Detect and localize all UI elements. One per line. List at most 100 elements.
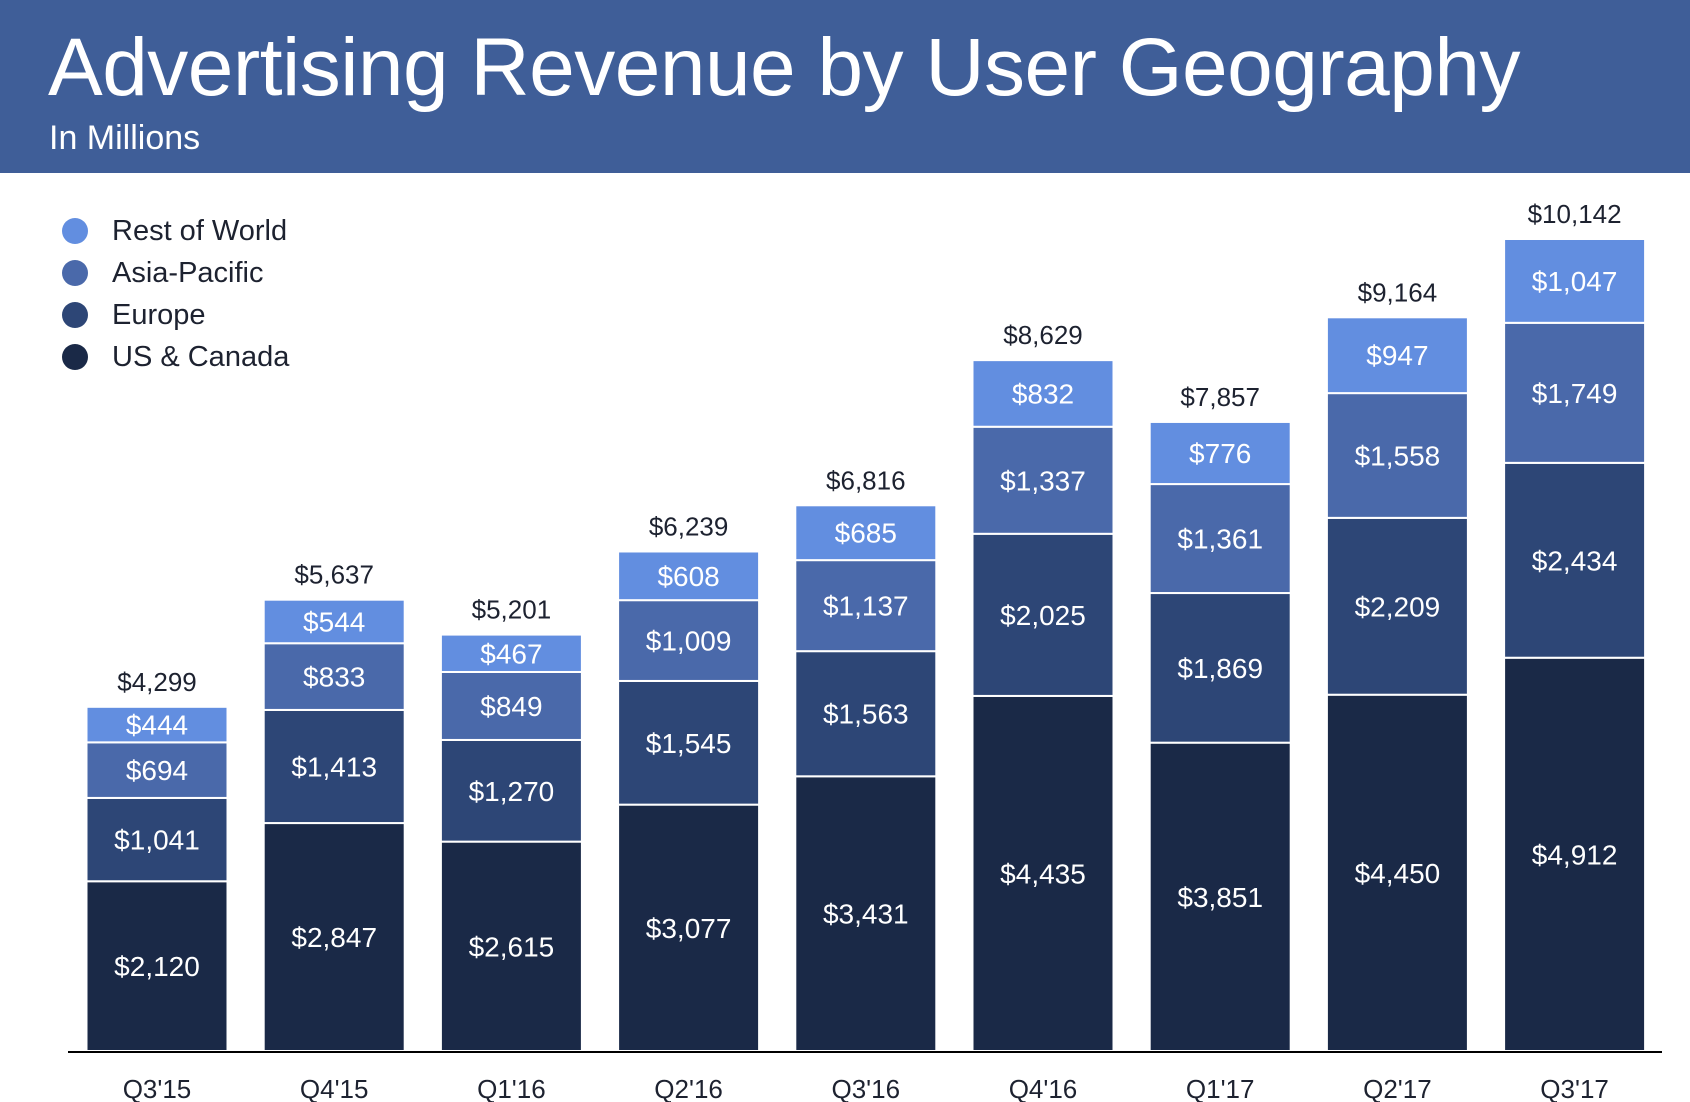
- segment-value-label: $1,337: [1000, 465, 1086, 496]
- legend-label-europe: Europe: [112, 298, 206, 331]
- segment-value-label: $2,847: [291, 922, 377, 953]
- legend-swatch-asia-pacific: [62, 260, 88, 286]
- total-value-label: $5,201: [472, 595, 552, 625]
- x-tick-label: Q3'15: [123, 1074, 192, 1102]
- segment-value-label: $2,025: [1000, 600, 1086, 631]
- bar-segment-rest-of-world: [85, 705, 229, 744]
- segment-value-label: $947: [1366, 340, 1428, 371]
- bar-segment-europe: [439, 738, 583, 843]
- segment-value-label: $694: [126, 755, 188, 786]
- bar-segment-rest-of-world: [1325, 316, 1469, 395]
- bar-segment-asia-pacific: [617, 599, 761, 682]
- bar-segment-europe: [85, 796, 229, 883]
- segment-value-label: $1,749: [1532, 378, 1618, 409]
- segment-value-label: $1,270: [469, 776, 555, 807]
- legend-item-us-canada: US & Canada: [62, 336, 289, 378]
- segment-value-label: $4,912: [1532, 839, 1618, 870]
- bar-segment-rest-of-world: [439, 633, 583, 673]
- header-banner: Advertising Revenue by User Geography In…: [0, 0, 1690, 173]
- bar-segment-rest-of-world: [1503, 238, 1647, 324]
- segment-value-label: $1,545: [646, 728, 732, 759]
- legend-label-rest-of-world: Rest of World: [112, 214, 288, 247]
- bar-segment-us-canada: [262, 822, 406, 1053]
- segment-value-label: $2,120: [114, 951, 200, 982]
- segment-value-label: $1,047: [1532, 266, 1618, 297]
- segment-value-label: $1,869: [1177, 653, 1263, 684]
- x-tick-label: Q3'17: [1540, 1074, 1609, 1102]
- legend-item-europe: Europe: [62, 294, 289, 336]
- legend-item-rest-of-world: Rest of World: [62, 210, 289, 252]
- bar-segment-asia-pacific: [794, 559, 938, 653]
- segment-value-label: $3,431: [823, 899, 909, 930]
- total-value-label: $9,164: [1358, 277, 1438, 307]
- legend-swatch-us-canada: [62, 344, 88, 370]
- x-tick-label: Q4'16: [1009, 1074, 1078, 1102]
- legend-label-asia-pacific: Asia-Pacific: [112, 256, 264, 289]
- total-value-label: $6,239: [649, 511, 729, 541]
- segment-value-label: $2,209: [1355, 591, 1441, 622]
- total-value-label: $6,816: [826, 465, 906, 495]
- bar-segment-europe: [794, 650, 938, 778]
- segment-value-label: $444: [126, 710, 188, 741]
- legend-label-us-canada: US & Canada: [112, 340, 290, 373]
- x-tick-label: Q2'17: [1363, 1074, 1432, 1102]
- segment-value-label: $544: [303, 606, 365, 637]
- segment-value-label: $4,435: [1000, 858, 1086, 889]
- segment-value-label: $1,563: [823, 699, 909, 730]
- segment-value-label: $1,137: [823, 591, 909, 622]
- x-tick-label: Q3'16: [832, 1074, 901, 1102]
- bar-segment-us-canada: [794, 775, 938, 1052]
- x-tick-label: Q1'17: [1186, 1074, 1255, 1102]
- bar-segment-europe: [971, 532, 1115, 697]
- legend: Rest of World Asia-Pacific Europe US & Cana…: [62, 210, 289, 378]
- bar-segment-europe: [262, 708, 406, 825]
- legend-swatch-rest-of-world: [62, 218, 88, 244]
- segment-value-label: $1,413: [291, 751, 377, 782]
- x-tick-label: Q1'16: [477, 1074, 546, 1102]
- legend-item-asia-pacific: Asia-Pacific: [62, 252, 289, 294]
- bar-segment-asia-pacific: [1325, 392, 1469, 519]
- segment-value-label: $776: [1189, 438, 1251, 469]
- stacked-bar-chart: $2,120 $1,041 $694 $444 $4,299 Q3'15 $2,847 $1,…: [68, 199, 1662, 1102]
- segment-value-label: $1,009: [646, 626, 732, 657]
- bar-segment-us-canada: [85, 880, 229, 1053]
- bar-segment-us-canada: [439, 840, 583, 1053]
- bar-segment-asia-pacific: [262, 642, 406, 711]
- segment-value-label: $685: [835, 518, 897, 549]
- total-value-label: $10,142: [1528, 199, 1622, 229]
- bar-segment-us-canada: [617, 803, 761, 1052]
- bar-segment-europe: [1325, 516, 1469, 696]
- bar-segment-rest-of-world: [971, 359, 1115, 428]
- segment-value-label: $2,615: [469, 931, 555, 962]
- segment-value-label: $849: [480, 691, 542, 722]
- segment-value-label: $4,450: [1355, 858, 1441, 889]
- chart-subtitle: In Millions: [49, 119, 201, 157]
- legend-swatch-europe: [62, 302, 88, 328]
- bar-segment-rest-of-world: [262, 598, 406, 645]
- segment-value-label: $833: [303, 662, 365, 693]
- segment-value-label: $608: [657, 561, 719, 592]
- bar-segment-us-canada: [1148, 741, 1292, 1052]
- bar-segment-rest-of-world: [1148, 420, 1292, 486]
- bar-segment-asia-pacific: [1503, 321, 1647, 464]
- x-tick-label: Q4'15: [300, 1074, 369, 1102]
- segment-value-label: $1,558: [1355, 440, 1441, 471]
- bar-segment-us-canada: [1325, 693, 1469, 1052]
- segment-value-label: $3,851: [1177, 882, 1263, 913]
- bar-segment-us-canada: [971, 694, 1115, 1052]
- bar-segment-europe: [1148, 592, 1292, 744]
- segment-value-label: $1,361: [1177, 524, 1263, 555]
- segment-value-label: $2,434: [1532, 545, 1618, 576]
- segment-value-label: $832: [1012, 378, 1074, 409]
- x-tick-label: Q2'16: [654, 1074, 723, 1102]
- total-value-label: $5,637: [294, 560, 374, 590]
- bar-segment-rest-of-world: [617, 550, 761, 602]
- segment-value-label: $467: [480, 638, 542, 669]
- total-value-label: $4,299: [117, 667, 197, 697]
- bar-segment-rest-of-world: [794, 504, 938, 562]
- chart-title: Advertising Revenue by User Geography: [48, 22, 1520, 113]
- bar-segment-us-canada: [1503, 656, 1647, 1052]
- total-value-label: $7,857: [1180, 382, 1260, 412]
- segment-value-label: $1,041: [114, 825, 200, 856]
- total-value-label: $8,629: [1003, 320, 1083, 350]
